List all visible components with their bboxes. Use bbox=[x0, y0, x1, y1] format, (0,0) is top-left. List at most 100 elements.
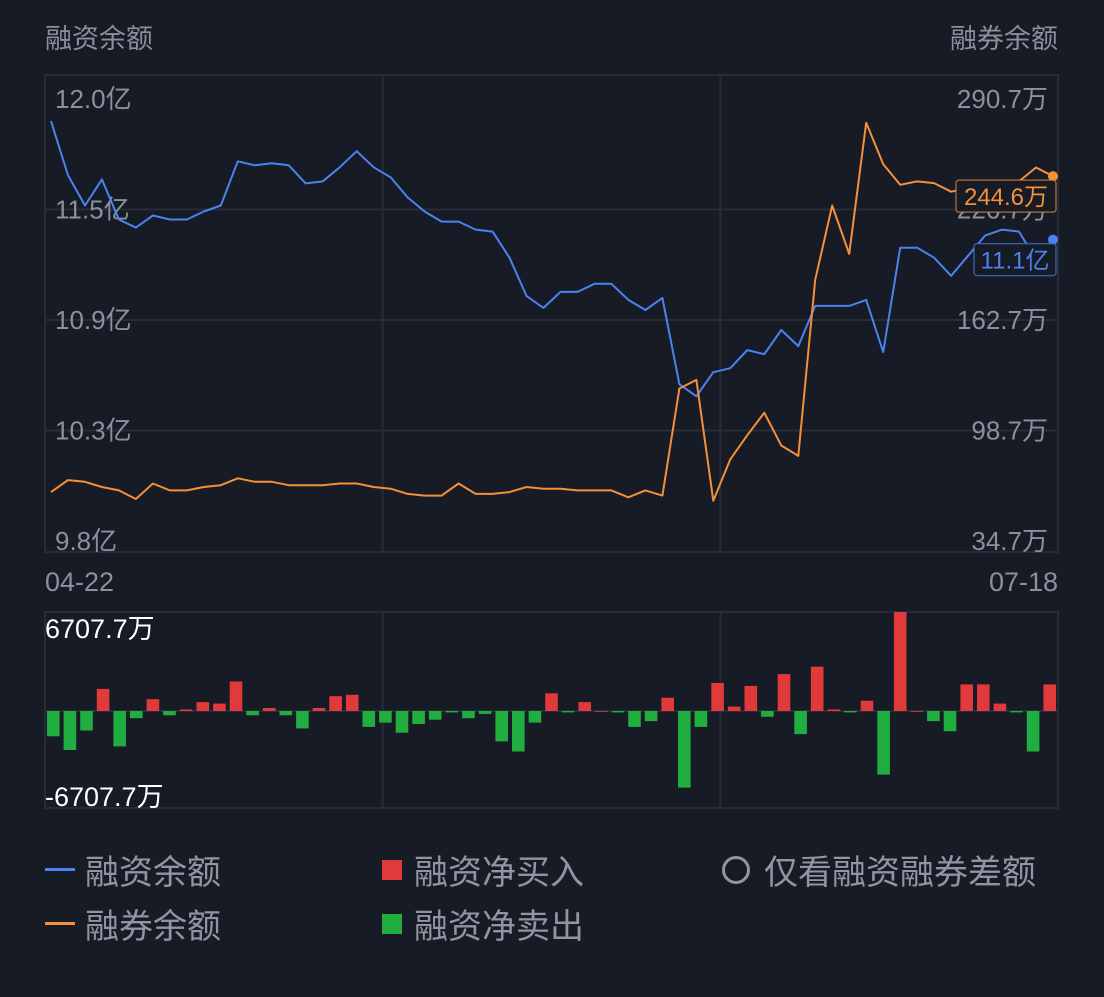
net-buy-bar bbox=[661, 697, 674, 711]
net-sell-bar bbox=[113, 711, 126, 747]
net-buy-bar bbox=[777, 674, 791, 711]
net-buy-bar bbox=[213, 703, 226, 711]
net-buy-bar bbox=[711, 683, 724, 711]
y-right-tick-label: 98.7万 bbox=[971, 416, 1048, 446]
line-chart-frame bbox=[44, 74, 1059, 553]
bar-chart-bars bbox=[47, 612, 1056, 788]
net-sell-bar bbox=[279, 711, 293, 716]
net-buy-bar bbox=[345, 694, 359, 711]
net-buy-bar bbox=[329, 696, 342, 711]
net-sell-bar bbox=[844, 711, 857, 713]
y-left-tick-label: 9.8亿 bbox=[55, 526, 117, 556]
x-end-label: 07-18 bbox=[989, 567, 1058, 597]
latest-point-marker bbox=[1048, 171, 1058, 182]
green-square-icon bbox=[382, 913, 402, 934]
net-sell-bar bbox=[512, 711, 525, 752]
y-right-tick-label: 290.7万 bbox=[957, 84, 1048, 114]
financing-balance-line bbox=[50, 120, 1054, 398]
right-axis-title: 融券余额 bbox=[950, 24, 1058, 54]
net-sell-bar bbox=[47, 711, 60, 737]
net-sell-bar bbox=[943, 711, 957, 732]
diff-only-toggle[interactable]: 仅看融资融券差额 bbox=[722, 845, 1036, 894]
legend-label: 融资净买入 bbox=[414, 854, 584, 892]
y-left-tick-label: 10.3亿 bbox=[55, 416, 132, 446]
net-sell-bar bbox=[877, 711, 890, 775]
net-sell-bar bbox=[63, 711, 77, 750]
bar-chart-frame bbox=[44, 611, 1059, 809]
blue-line-icon bbox=[45, 868, 75, 871]
net-sell-bar bbox=[495, 711, 508, 742]
net-buy-bar bbox=[910, 711, 924, 712]
bar-min-label: -6707.7万 bbox=[45, 782, 164, 812]
latest-value-badge bbox=[955, 179, 1057, 213]
net-buy-bar bbox=[1043, 684, 1056, 711]
latest-value-badge bbox=[973, 242, 1057, 277]
net-buy-bar bbox=[810, 666, 824, 711]
chart-canvas[interactable]: 融资余额 融券余额 12.0亿 11.5亿 10.9亿 10.3亿 9.8亿 290.7万… bbox=[0, 0, 1104, 820]
net-buy-bar bbox=[578, 702, 591, 711]
legend-net-buy[interactable]: 融资净买入 bbox=[382, 845, 584, 894]
y-left-tick-label: 12.0亿 bbox=[55, 84, 132, 114]
net-sell-bar bbox=[130, 711, 143, 719]
line-chart-series: 11.1亿 244.6万 bbox=[50, 120, 1058, 502]
net-sell-bar bbox=[628, 711, 641, 727]
net-sell-bar bbox=[296, 711, 309, 729]
left-axis-title: 融资余额 bbox=[45, 24, 153, 54]
line-chart-grid bbox=[45, 75, 1058, 552]
net-buy-bar bbox=[893, 612, 907, 711]
net-buy-bar bbox=[595, 711, 608, 712]
net-sell-bar bbox=[694, 711, 708, 727]
net-buy-bar bbox=[196, 702, 210, 711]
net-sell-bar bbox=[462, 711, 475, 719]
net-sell-bar bbox=[761, 711, 774, 717]
net-sell-bar bbox=[412, 711, 425, 724]
net-sell-bar bbox=[379, 711, 392, 723]
orange-line-icon bbox=[45, 922, 75, 925]
net-buy-bar bbox=[827, 709, 841, 711]
net-buy-bar bbox=[262, 708, 276, 711]
radio-circle-icon[interactable] bbox=[722, 855, 750, 884]
legend-lending-balance[interactable]: 融券余额 bbox=[45, 899, 221, 948]
red-square-icon bbox=[382, 859, 402, 880]
x-start-label: 04-22 bbox=[45, 567, 114, 597]
legend-label: 融资净卖出 bbox=[414, 908, 584, 946]
net-sell-bar bbox=[478, 711, 492, 714]
legend-label: 融券余额 bbox=[85, 908, 221, 946]
net-buy-bar bbox=[146, 699, 160, 711]
net-buy-bar bbox=[977, 684, 990, 711]
y-left-tick-label: 11.5亿 bbox=[55, 195, 130, 225]
net-buy-bar bbox=[993, 703, 1007, 711]
net-sell-bar bbox=[395, 711, 409, 733]
net-buy-bar bbox=[744, 685, 758, 711]
net-sell-bar bbox=[163, 711, 176, 716]
net-buy-bar bbox=[96, 688, 110, 711]
net-sell-bar bbox=[362, 711, 376, 727]
net-buy-bar bbox=[229, 681, 243, 711]
lending-balance-line bbox=[50, 121, 1054, 502]
latest-point-marker bbox=[1048, 234, 1058, 245]
net-buy-bar bbox=[960, 684, 973, 711]
net-sell-bar bbox=[428, 711, 442, 720]
net-buy-bar bbox=[312, 708, 326, 711]
net-sell-bar bbox=[644, 711, 658, 722]
y-right-tick-label: 34.7万 bbox=[971, 526, 1048, 556]
bar-max-label: 6707.7万 bbox=[45, 614, 155, 644]
net-sell-bar bbox=[445, 711, 459, 713]
net-sell-bar bbox=[246, 711, 259, 716]
net-sell-bar bbox=[561, 711, 575, 713]
legend-financing-balance[interactable]: 融资余额 bbox=[45, 845, 221, 894]
net-sell-bar bbox=[1026, 711, 1040, 752]
net-buy-bar bbox=[727, 706, 741, 711]
latest-value-label: 244.6万 bbox=[964, 184, 1048, 211]
net-sell-bar bbox=[1010, 711, 1023, 713]
y-right-tick-label: 162.7万 bbox=[957, 305, 1048, 335]
net-sell-bar bbox=[528, 711, 542, 723]
net-sell-bar bbox=[794, 711, 807, 735]
net-buy-bar bbox=[179, 709, 193, 711]
legend-label: 融资余额 bbox=[85, 854, 221, 892]
y-left-tick-label: 10.9亿 bbox=[55, 305, 132, 335]
legend-net-sell[interactable]: 融资净卖出 bbox=[382, 899, 584, 948]
net-buy-bar bbox=[545, 693, 558, 711]
net-sell-bar bbox=[678, 711, 691, 788]
